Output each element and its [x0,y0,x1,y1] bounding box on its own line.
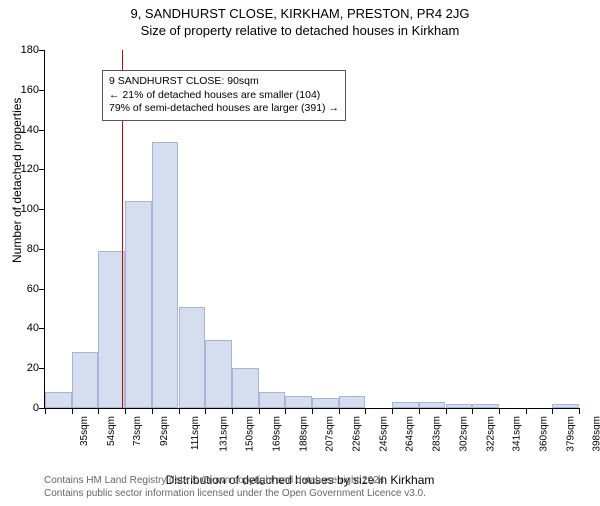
x-tick-label: 302sqm [458,416,469,452]
y-tick-label: 40 [9,322,39,334]
x-tick [365,408,366,414]
x-tick-label: 92sqm [159,416,170,446]
x-tick-label: 283sqm [432,416,443,452]
y-tick [39,90,45,91]
y-tick-label: 100 [9,203,39,215]
y-tick-label: 160 [9,84,39,96]
y-tick [39,169,45,170]
y-tick-label: 0 [9,402,39,414]
x-tick [125,408,126,414]
histogram-bar [419,402,446,408]
x-tick-label: 379sqm [565,416,576,452]
page-title-sub: Size of property relative to detached ho… [0,23,600,38]
y-tick-label: 120 [9,163,39,175]
histogram-bar [179,307,206,408]
x-tick [285,408,286,414]
x-tick [419,408,420,414]
histogram-bar [446,404,473,408]
x-tick [232,408,233,414]
x-tick-label: 226sqm [352,416,363,452]
y-tick [39,249,45,250]
y-tick-label: 60 [9,283,39,295]
x-tick [259,408,260,414]
x-tick-label: 150sqm [245,416,256,452]
y-tick [39,130,45,131]
y-tick [39,50,45,51]
x-tick [72,408,73,414]
chart-container: Number of detached properties 0204060801… [0,50,600,450]
x-tick-label: 341sqm [512,416,523,452]
y-tick-label: 180 [9,44,39,56]
x-tick-label: 73sqm [132,416,143,446]
histogram-bar [472,404,499,408]
x-tick [339,408,340,414]
x-tick [45,408,46,414]
histogram-bar [125,201,152,408]
x-tick-label: 207sqm [325,416,336,452]
x-tick-label: 322sqm [485,416,496,452]
x-tick-label: 398sqm [592,416,600,452]
y-tick-label: 80 [9,243,39,255]
x-tick-label: 169sqm [271,416,282,452]
histogram-bar [152,142,179,409]
page-title-address: 9, SANDHURST CLOSE, KIRKHAM, PRESTON, PR… [0,6,600,21]
x-tick [552,408,553,414]
y-tick [39,368,45,369]
histogram-bar [339,396,366,408]
x-tick-label: 35sqm [79,416,90,446]
histogram-bar [552,404,579,408]
histogram-bar [45,392,72,408]
x-tick [392,408,393,414]
x-tick-label: 54sqm [106,416,117,446]
x-tick-label: 111sqm [190,416,201,450]
footer-line-1: Contains HM Land Registry data © Crown c… [44,475,426,488]
y-axis-label: Number of detached properties [10,98,24,263]
x-tick [98,408,99,414]
histogram-bar [205,340,232,408]
plot-area: 02040608010012014016018035sqm54sqm73sqm9… [44,50,579,409]
x-tick [499,408,500,414]
histogram-bar [285,396,312,408]
x-tick-label: 360sqm [538,416,549,452]
annotation-box: 9 SANDHURST CLOSE: 90sqm← 21% of detache… [102,70,346,121]
y-tick [39,328,45,329]
y-tick-label: 20 [9,362,39,374]
x-tick [579,408,580,414]
y-tick [39,209,45,210]
x-tick [472,408,473,414]
histogram-bar [312,398,339,408]
x-tick-label: 131sqm [218,416,229,452]
x-tick [446,408,447,414]
x-tick [205,408,206,414]
x-tick [179,408,180,414]
histogram-bar [72,352,99,408]
x-tick-label: 188sqm [298,416,309,452]
annotation-line: 79% of semi-detached houses are larger (… [109,102,339,116]
histogram-bar [259,392,286,408]
histogram-bar [232,368,259,408]
x-tick [152,408,153,414]
y-tick [39,289,45,290]
x-tick [312,408,313,414]
footer-line-2: Contains public sector information licen… [44,488,426,501]
x-tick-label: 264sqm [405,416,416,452]
x-tick-label: 245sqm [378,416,389,452]
annotation-line: ← 21% of detached houses are smaller (10… [109,89,339,103]
annotation-line: 9 SANDHURST CLOSE: 90sqm [109,75,339,89]
y-tick-label: 140 [9,124,39,136]
footer-attribution: Contains HM Land Registry data © Crown c… [44,475,426,500]
x-tick [526,408,527,414]
histogram-bar [392,402,419,408]
